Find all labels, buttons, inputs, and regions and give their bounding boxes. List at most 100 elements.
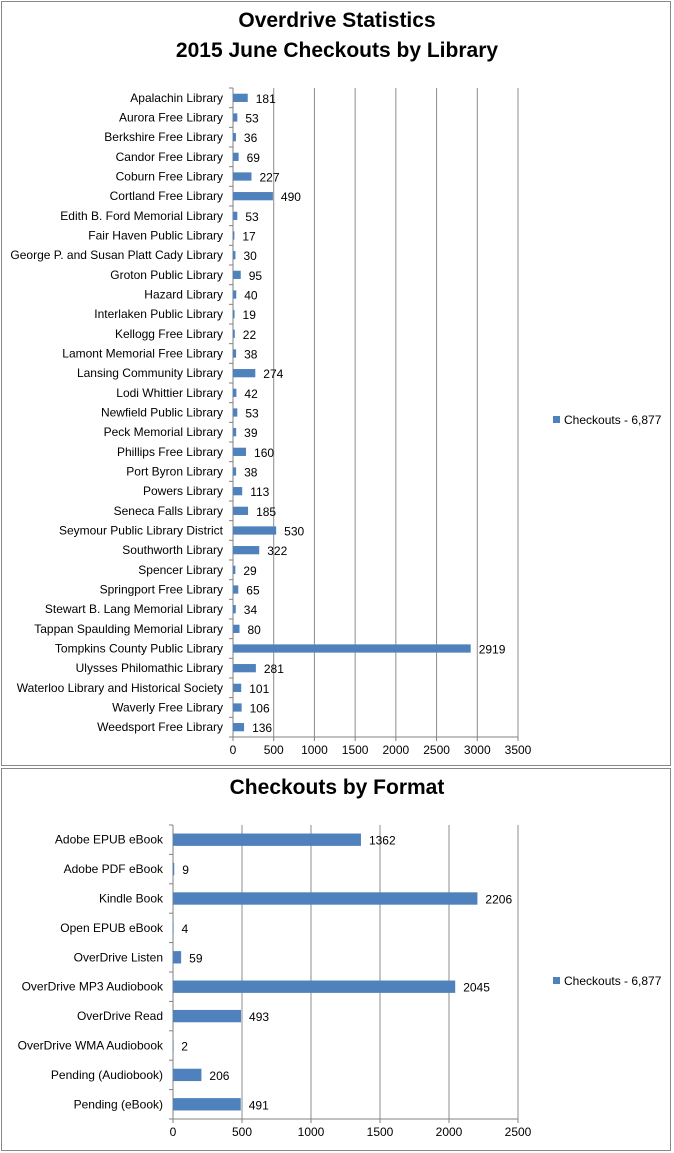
data-bar xyxy=(173,1068,202,1082)
data-label: 113 xyxy=(250,485,269,499)
data-bar xyxy=(233,349,237,358)
data-label: 17 xyxy=(242,230,256,244)
category-label: Adobe PDF eBook xyxy=(64,862,164,876)
data-bar xyxy=(233,211,238,220)
legend-swatch xyxy=(553,977,560,984)
data-bar xyxy=(233,683,242,692)
data-label: 38 xyxy=(244,466,258,480)
x-tick-label: 500 xyxy=(232,1125,252,1139)
category-label: George P. and Susan Platt Cady Library xyxy=(10,248,223,262)
x-tick-label: 3500 xyxy=(505,743,532,757)
category-label: Cortland Free Library xyxy=(110,189,223,203)
category-label: OverDrive Read xyxy=(77,1009,163,1023)
category-label: Tappan Spaulding Memorial Library xyxy=(34,622,223,636)
data-bar xyxy=(233,624,240,633)
data-bar xyxy=(233,565,236,574)
data-label: 42 xyxy=(244,387,258,401)
data-label: 9 xyxy=(182,863,189,877)
data-bar xyxy=(233,93,248,102)
data-bar xyxy=(233,310,235,319)
data-label: 493 xyxy=(249,1010,269,1024)
category-label: Hazard Library xyxy=(144,288,223,302)
chart-title-line: 2015 June Checkouts by Library xyxy=(176,39,498,62)
data-bar xyxy=(173,862,175,876)
data-bar xyxy=(233,270,241,279)
data-label: 59 xyxy=(189,951,203,965)
category-label: Seneca Falls Library xyxy=(114,504,223,518)
data-bar xyxy=(233,526,277,535)
category-label: Newfield Public Library xyxy=(101,406,223,420)
data-bar xyxy=(233,644,471,653)
chart-title-line: Checkouts by Format xyxy=(230,776,445,799)
category-label: Southworth Library xyxy=(122,543,223,557)
x-tick-label: 0 xyxy=(230,743,237,757)
data-label: 322 xyxy=(267,544,287,558)
x-tick-label: 1500 xyxy=(367,1125,394,1139)
data-bar xyxy=(233,251,236,260)
category-label: Lamont Memorial Free Library xyxy=(62,347,223,361)
data-bar xyxy=(233,388,237,397)
x-tick-label: 2000 xyxy=(383,743,410,757)
data-bar xyxy=(233,369,256,378)
x-tick-label: 0 xyxy=(170,1125,177,1139)
category-label: Adobe EPUB eBook xyxy=(55,833,164,847)
data-label: 136 xyxy=(252,721,272,735)
data-bar xyxy=(233,192,273,201)
data-label: 491 xyxy=(249,1098,269,1112)
library-chart-panel: Overdrive Statistics 2015 June Checkouts … xyxy=(1,1,671,766)
data-bar xyxy=(233,487,243,496)
data-label: 40 xyxy=(244,289,258,303)
category-label: Powers Library xyxy=(143,484,223,498)
data-label: 206 xyxy=(209,1069,229,1083)
data-label: 2919 xyxy=(479,643,506,657)
data-bar xyxy=(173,1098,241,1111)
category-label: Pending (eBook) xyxy=(74,1097,163,1111)
category-label: Weedsport Free Library xyxy=(97,720,223,734)
data-bar xyxy=(233,231,235,240)
category-label: Springport Free Library xyxy=(100,583,223,597)
data-bar xyxy=(233,172,252,181)
category-label: Phillips Free Library xyxy=(117,445,223,459)
category-label: Open EPUB eBook xyxy=(60,921,164,935)
x-tick-label: 500 xyxy=(264,743,284,757)
format-checkouts-chart: Checkouts by Format 0 500 1000 1500 2000 2500 A… xyxy=(18,776,662,1139)
data-label: 53 xyxy=(245,210,259,224)
data-bar xyxy=(233,152,239,161)
data-label: 160 xyxy=(254,446,274,460)
category-label: Stewart B. Lang Memorial Library xyxy=(45,602,223,616)
x-tick-label: 1500 xyxy=(342,743,369,757)
data-label: 22 xyxy=(243,328,257,342)
data-bar xyxy=(173,951,182,964)
data-label: 530 xyxy=(284,525,304,539)
data-bar xyxy=(233,703,242,712)
data-bar xyxy=(173,1039,174,1052)
category-label: Kellogg Free Library xyxy=(115,327,223,341)
data-label: 4 xyxy=(182,922,189,936)
data-label: 19 xyxy=(243,308,257,322)
category-label: Interlaken Public Library xyxy=(94,307,223,321)
data-bar xyxy=(233,329,235,338)
data-label: 95 xyxy=(249,269,263,283)
category-label: Groton Public Library xyxy=(110,268,223,282)
library-checkouts-chart: Overdrive Statistics 2015 June Checkouts … xyxy=(10,9,662,757)
category-label: Port Byron Library xyxy=(126,465,223,479)
data-bar xyxy=(233,506,249,515)
x-tick-label: 1000 xyxy=(298,1125,325,1139)
x-tick-label: 1000 xyxy=(301,743,328,757)
category-label: OverDrive WMA Audiobook xyxy=(18,1039,164,1053)
category-label: Fair Haven Public Library xyxy=(88,229,223,243)
category-label: Lansing Community Library xyxy=(77,366,223,380)
data-label: 80 xyxy=(248,623,262,637)
legend-label: Checkouts - 6,877 xyxy=(564,413,662,427)
data-label: 185 xyxy=(256,505,276,519)
data-label: 1362 xyxy=(369,834,396,848)
category-label: Aurora Free Library xyxy=(119,111,223,125)
legend-label: Checkouts - 6,877 xyxy=(564,974,662,988)
category-label: Berkshire Free Library xyxy=(104,130,223,144)
data-label: 53 xyxy=(245,407,259,421)
data-label: 106 xyxy=(250,702,270,716)
category-label: Ulysses Philomathic Library xyxy=(76,661,223,675)
category-label: Candor Free Library xyxy=(116,150,223,164)
data-bar xyxy=(233,585,239,594)
data-bar xyxy=(173,833,361,846)
